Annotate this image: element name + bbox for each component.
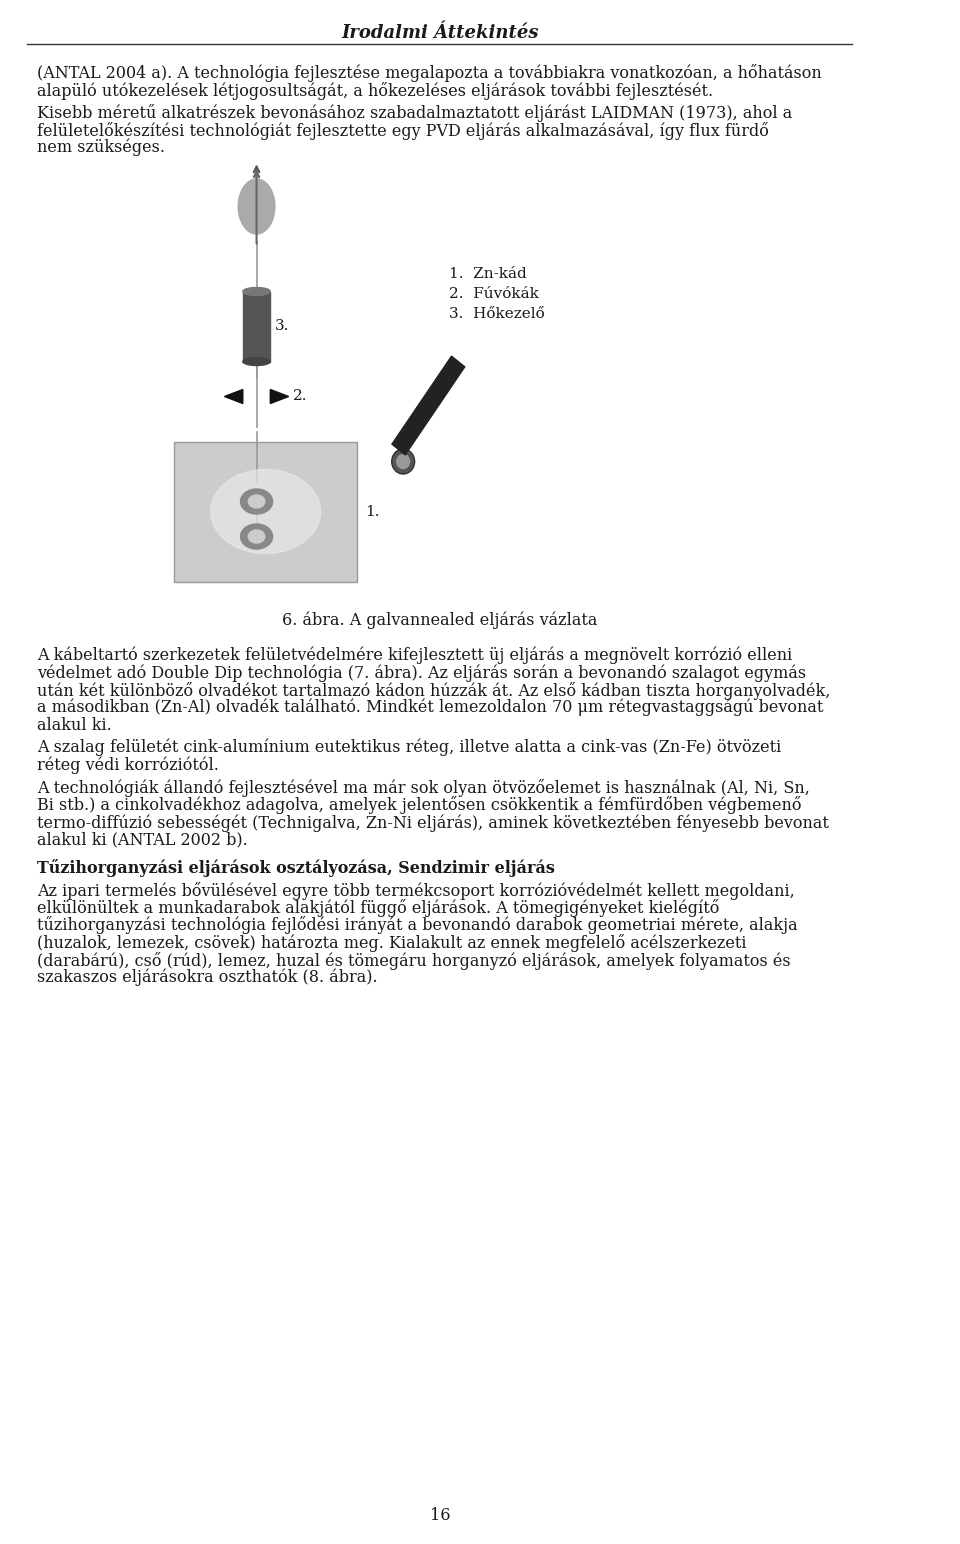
Ellipse shape bbox=[241, 489, 273, 514]
Ellipse shape bbox=[249, 530, 265, 543]
Ellipse shape bbox=[392, 449, 415, 474]
Text: 6. ábra. A galvannealed eljárás vázlata: 6. ábra. A galvannealed eljárás vázlata bbox=[282, 611, 597, 628]
Text: A kábeltartó szerkezetek felületvédelmére kifejlesztett üj eljárás a megnövelt k: A kábeltartó szerkezetek felületvédelmér… bbox=[36, 647, 792, 664]
Polygon shape bbox=[225, 389, 243, 403]
Text: 3.: 3. bbox=[275, 320, 289, 334]
Text: alakul ki (ANTAL 2002 b).: alakul ki (ANTAL 2002 b). bbox=[36, 832, 248, 849]
Text: tűzihorganyzási technológia fejlődési irányát a bevonandó darabok geometriai mér: tűzihorganyzási technológia fejlődési ir… bbox=[36, 917, 797, 934]
Ellipse shape bbox=[249, 496, 265, 508]
Text: (darabárú), cső (rúd), lemez, huzal és tömegáru horganyzó eljárások, amelyek fol: (darabárú), cső (rúd), lemez, huzal és t… bbox=[36, 951, 790, 970]
Text: elkülönültek a munkadarabok alakjától függő eljárások. A tömegigényeket kielégít: elkülönültek a munkadarabok alakjától fü… bbox=[36, 899, 719, 917]
Text: után két különböző olvadékot tartalmazó kádon húzzák át. Az első kádban tiszta h: után két különböző olvadékot tartalmazó … bbox=[36, 681, 830, 699]
Text: Tűzihorganyzási eljárások osztályozása, Sendzimir eljárás: Tűzihorganyzási eljárások osztályozása, … bbox=[36, 858, 555, 877]
Text: szakaszos eljárásokra oszthatók (8. ábra).: szakaszos eljárásokra oszthatók (8. ábra… bbox=[36, 970, 377, 987]
Text: Irodalmi Áttekintés: Irodalmi Áttekintés bbox=[341, 25, 539, 42]
Text: (ANTAL 2004 a). A technológia fejlesztése megalapozta a továbbiakra vonatkozóan,: (ANTAL 2004 a). A technológia fejlesztés… bbox=[36, 63, 822, 82]
Bar bbox=[243, 292, 271, 361]
Ellipse shape bbox=[243, 287, 271, 295]
Ellipse shape bbox=[243, 358, 271, 366]
Text: védelmet adó Double Dip technológia (7. ábra). Az eljárás során a bevonandó szal: védelmet adó Double Dip technológia (7. … bbox=[36, 664, 805, 681]
Text: a másodikban (Zn-Al) olvadék található. Mindkét lemezoldalon 70 μm rétegvastaggs: a másodikban (Zn-Al) olvadék található. … bbox=[36, 699, 823, 716]
Text: 2.  Fúvókák: 2. Fúvókák bbox=[449, 287, 539, 301]
Text: Bi stb.) a cinkolvadékhoz adagolva, amelyek jelentősen csökkentik a fémfürdőben : Bi stb.) a cinkolvadékhoz adagolva, amel… bbox=[36, 797, 802, 815]
Text: 2.: 2. bbox=[293, 389, 308, 403]
Ellipse shape bbox=[238, 179, 275, 235]
Text: Az ipari termelés bővülésével egyre több termékcsoport korrózióvédelmét kellett : Az ipari termelés bővülésével egyre több… bbox=[36, 882, 795, 900]
Ellipse shape bbox=[396, 454, 410, 468]
Ellipse shape bbox=[211, 469, 321, 553]
Text: felületelőkészítési technológiát fejlesztette egy PVD eljárás alkalmazásával, íg: felületelőkészítési technológiát fejlesz… bbox=[36, 122, 769, 139]
Bar bbox=[174, 442, 357, 582]
Text: A szalag felületét cink-alumínium eutektikus réteg, illetve alatta a cink-vas (Z: A szalag felületét cink-alumínium eutekt… bbox=[36, 740, 780, 757]
Text: (huzalok, lemezek, csövek) határozta meg. Kialakult az ennek megfelelő acélszerk: (huzalok, lemezek, csövek) határozta meg… bbox=[36, 934, 746, 953]
Text: nem szükséges.: nem szükséges. bbox=[36, 139, 165, 156]
Text: A technológiák állandó fejlesztésével ma már sok olyan ötvözőelemet is használna: A technológiák állandó fejlesztésével ma… bbox=[36, 780, 809, 797]
Polygon shape bbox=[392, 357, 465, 455]
Text: termo-diffúzió sebességét (Technigalva, Zn-Ni eljárás), aminek következtében fén: termo-diffúzió sebességét (Technigalva, … bbox=[36, 814, 828, 832]
Ellipse shape bbox=[241, 523, 273, 550]
Text: 16: 16 bbox=[429, 1507, 450, 1524]
Text: réteg védi korróziótól.: réteg védi korróziótól. bbox=[36, 757, 219, 774]
Text: 3.  Hőkezelő: 3. Hőkezelő bbox=[449, 307, 544, 321]
Text: 1.: 1. bbox=[365, 505, 379, 519]
Text: alapüló utókezelések létjogosultságát, a hőkezeléses eljárások további fejleszté: alapüló utókezelések létjogosultságát, a… bbox=[36, 82, 712, 99]
Text: 1.  Zn-kád: 1. Zn-kád bbox=[449, 267, 527, 281]
Text: alakul ki.: alakul ki. bbox=[36, 716, 111, 733]
Polygon shape bbox=[271, 389, 289, 403]
Text: Kisebb méretű alkatrészek bevonásához szabadalmaztatott eljárást LAIDMAN (1973),: Kisebb méretű alkatrészek bevonásához sz… bbox=[36, 103, 792, 122]
